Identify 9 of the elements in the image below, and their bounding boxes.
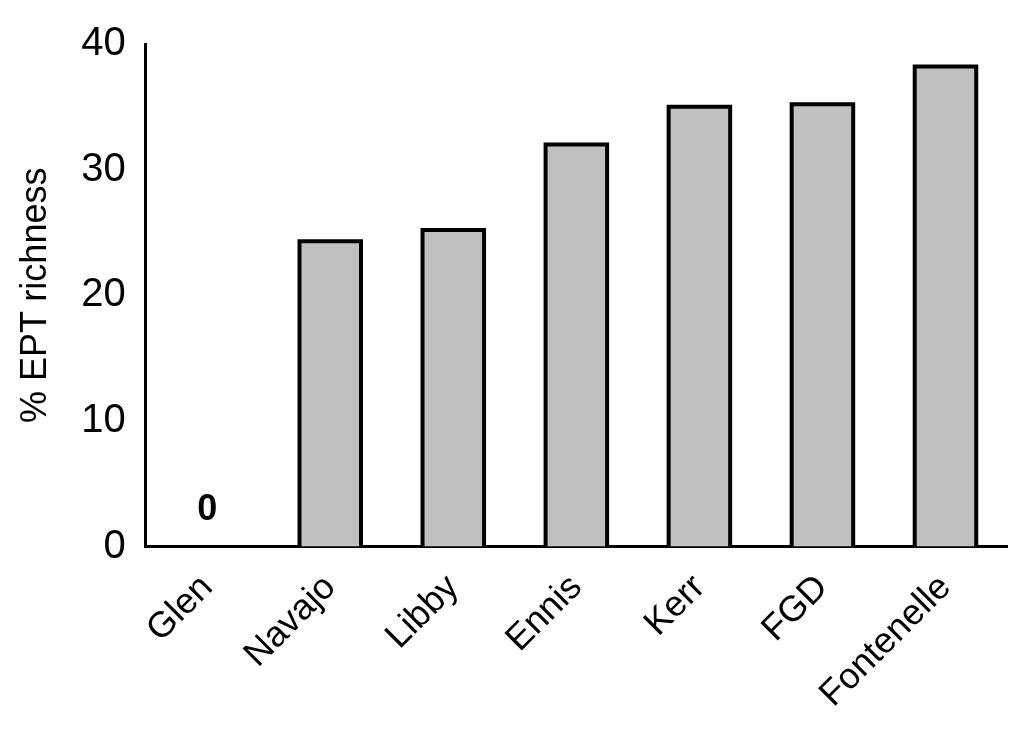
y-axis-title: % EPT richness (12, 167, 54, 424)
y-tick-label: 20 (81, 270, 126, 315)
x-tick-label: Kerr (634, 565, 713, 643)
y-tick-label: 30 (81, 144, 126, 189)
y-tick-label: 40 (81, 19, 126, 64)
y-tick-label: 0 (103, 521, 126, 566)
x-tick-label: Glen (137, 565, 220, 649)
y-tick-label: 10 (81, 395, 126, 440)
annotation: 0 (197, 487, 218, 529)
